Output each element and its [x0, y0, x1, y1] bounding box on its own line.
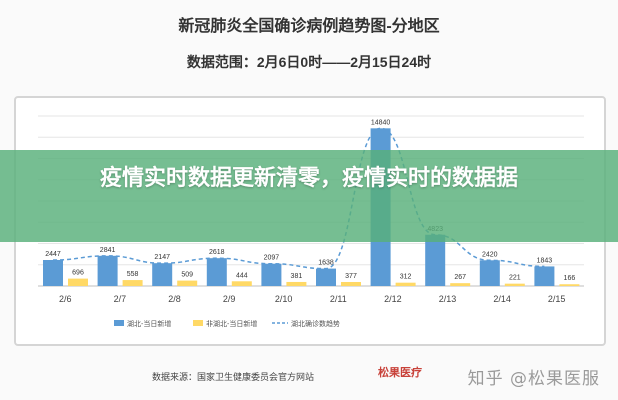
bar-hubei [97, 255, 118, 286]
bar-hubei [43, 260, 63, 286]
bar-non-hubei [450, 283, 471, 286]
bar-hubei [534, 266, 555, 286]
zhihu-watermark: 知乎 @松果医服 [467, 369, 600, 389]
chart-subtitle: 数据范围：2月6日0时——2月15日24时 [186, 54, 432, 70]
data-source-label: 数据来源：国家卫生健康委员会官方网站 [152, 372, 315, 382]
x-tick-label: 2/13 [439, 294, 457, 304]
data-label-hubei: 2147 [154, 254, 170, 261]
x-tick-label: 2/8 [168, 294, 181, 304]
source-logo: 松果医疗 [378, 364, 434, 386]
data-label-non-hubei: 312 [400, 274, 412, 281]
data-label-non-hubei: 267 [454, 274, 466, 281]
x-tick-label: 2/12 [384, 294, 402, 304]
data-label-hubei: 1638 [318, 260, 334, 267]
bar-non-hubei [231, 281, 252, 286]
x-tick-label: 2/9 [223, 294, 236, 304]
bar-non-hubei [341, 281, 361, 286]
bar-non-hubei [68, 278, 88, 286]
data-label-hubei: 2841 [100, 247, 116, 254]
bar-non-hubei [395, 282, 416, 286]
chart-title: 新冠肺炎全国确诊病例趋势图-分地区 [178, 18, 440, 35]
x-tick-label: 2/10 [275, 294, 293, 304]
headline-text: 疫情实时数据更新清零，疫情实时的数据据 [99, 166, 518, 191]
legend-label: 湖北确诊数趋势 [291, 319, 340, 328]
data-label-non-hubei: 696 [72, 270, 84, 277]
data-label-non-hubei: 444 [236, 272, 248, 279]
bar-hubei [152, 263, 173, 286]
x-tick-label: 2/14 [493, 294, 511, 304]
bar-hubei [261, 263, 282, 286]
data-label-hubei: 1843 [537, 257, 553, 264]
bar-non-hubei [504, 283, 525, 286]
x-tick-label: 2/15 [548, 294, 566, 304]
data-label-non-hubei: 377 [345, 273, 357, 280]
source-logo-text: 松果医疗 [378, 367, 422, 379]
legend-label: 湖北-当日新增 [127, 319, 171, 328]
bar-hubei [206, 258, 227, 286]
trend-line [52, 127, 545, 270]
data-label-hubei: 2097 [264, 255, 280, 262]
headline-banner [0, 150, 618, 242]
data-label-non-hubei: 166 [564, 275, 576, 282]
data-label-hubei: 2420 [482, 251, 498, 258]
legend-swatch [114, 320, 124, 326]
data-label-non-hubei: 509 [181, 272, 193, 279]
data-label-hubei: 14840 [371, 119, 391, 126]
data-label-hubei: 2447 [45, 251, 61, 258]
data-label-non-hubei: 221 [509, 275, 521, 282]
bar-non-hubei [286, 281, 307, 286]
bar-non-hubei [559, 284, 580, 286]
x-tick-label: 2/6 [59, 294, 72, 304]
legend-label: 非湖北-当日新增 [206, 319, 257, 328]
data-label-hubei: 2618 [209, 249, 225, 256]
bar-non-hubei [122, 280, 143, 286]
bar-hubei [479, 260, 500, 286]
data-label-non-hubei: 558 [127, 271, 139, 278]
x-tick-label: 2/7 [114, 294, 127, 304]
bar-non-hubei [177, 280, 198, 286]
bar-hubei [316, 268, 336, 286]
legend-swatch [193, 320, 203, 326]
bar-hubei [425, 234, 446, 286]
x-tick-label: 2/11 [330, 294, 347, 304]
data-label-non-hubei: 381 [291, 273, 303, 280]
